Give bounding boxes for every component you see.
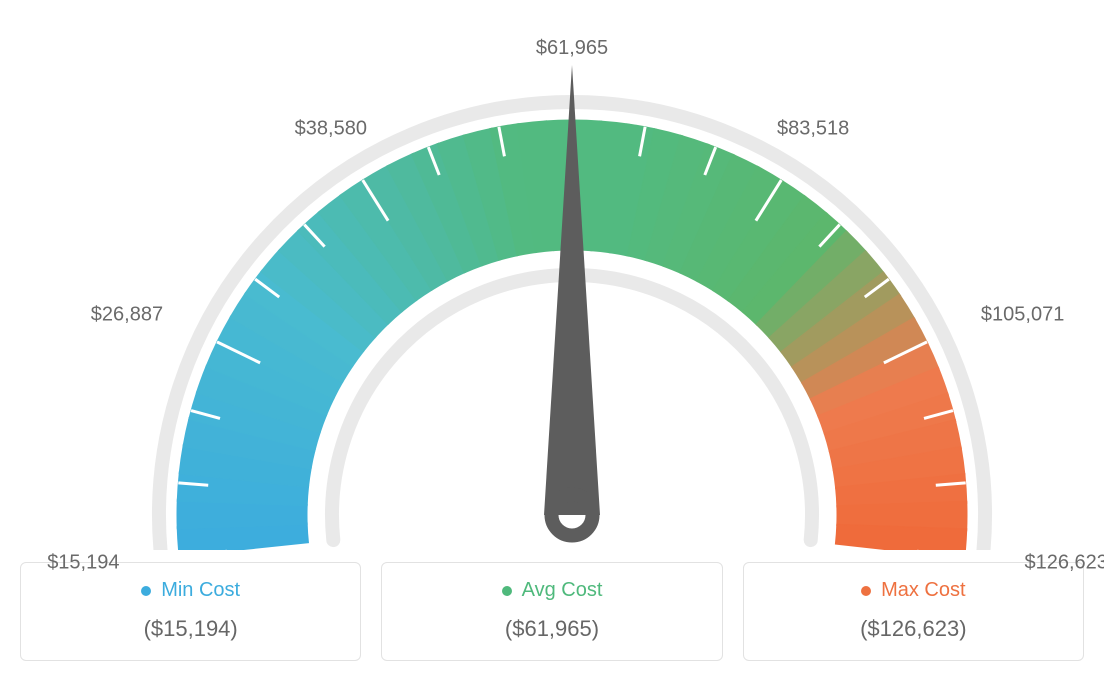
legend-min-value: ($15,194) [31, 616, 350, 642]
gauge-scale-label: $126,623 [1025, 551, 1104, 574]
legend-max-label: Max Cost [881, 579, 965, 602]
legend-max-value: ($126,623) [754, 616, 1073, 642]
legend-avg-value: ($61,965) [392, 616, 711, 642]
gauge-scale-label: $15,194 [47, 551, 119, 574]
gauge-scale-label: $38,580 [295, 118, 367, 141]
gauge-scale-label: $83,518 [777, 118, 849, 141]
max-dot-icon [861, 586, 871, 596]
gauge-scale-label: $105,071 [981, 304, 1064, 327]
gauge-scale-label: $26,887 [91, 304, 163, 327]
min-dot-icon [141, 586, 151, 596]
legend-avg-label: Avg Cost [522, 579, 603, 602]
legend-max: Max Cost ($126,623) [743, 562, 1084, 661]
gauge-scale-label: $61,965 [536, 37, 608, 60]
avg-dot-icon [502, 586, 512, 596]
legend-min: Min Cost ($15,194) [20, 562, 361, 661]
cost-gauge: $15,194$26,887$38,580$61,965$83,518$105,… [20, 20, 1084, 550]
legend-row: Min Cost ($15,194) Avg Cost ($61,965) Ma… [20, 562, 1084, 661]
legend-min-label: Min Cost [161, 579, 240, 602]
legend-avg: Avg Cost ($61,965) [381, 562, 722, 661]
